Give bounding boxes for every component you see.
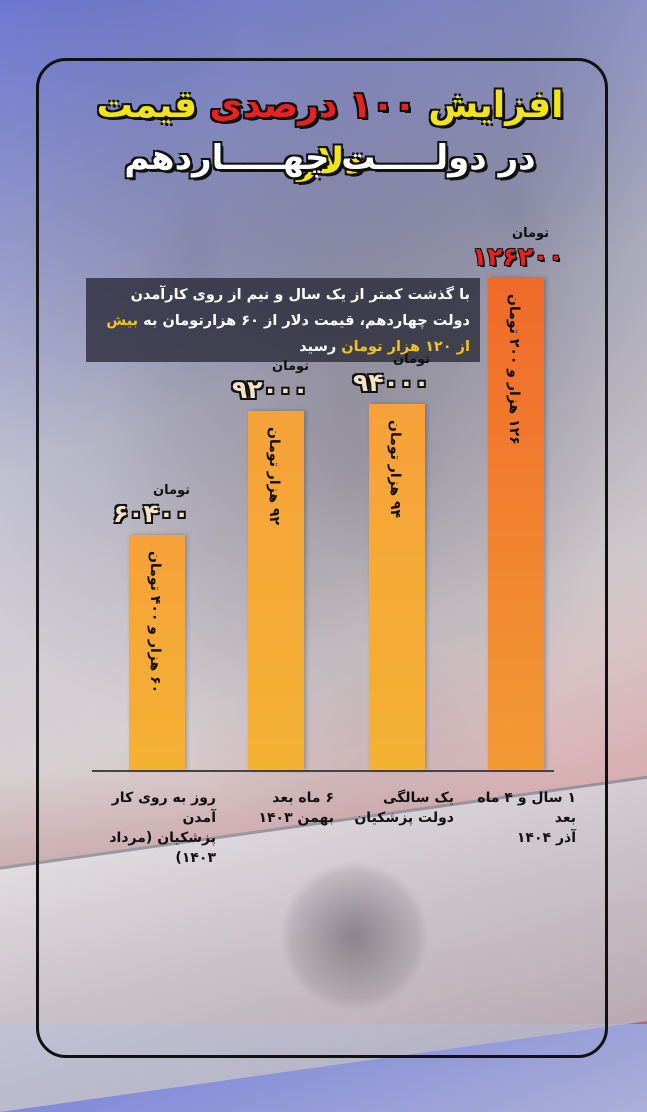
summary-note: با گذشت کمتر از یک سال و نیم از روی کارآ… (86, 278, 480, 362)
x-tick-label: روز به روی کار آمدن پزشکیان (مرداد ۱۴۰۳) (92, 788, 216, 868)
x-tick-label: یک سالگی دولت پزشکیان (330, 788, 454, 828)
x-tick-label-line1: ۱ سال و ۴ ماه بعد (477, 790, 576, 826)
bar-2 (248, 411, 304, 770)
bar-value-unit: تومان (153, 483, 191, 498)
x-tick-label-line2: پزشکیان (مرداد ۱۴۰۳) (109, 830, 216, 866)
bar-1 (129, 535, 185, 770)
summary-highlight: بیش از ۱۲۰ هزار تومان (106, 313, 470, 355)
x-tick-label: ۱ سال و ۴ ماه بعد آذر ۱۴۰۴ (452, 788, 576, 848)
bar-value-number: ۱۲۶۲۰۰ (472, 242, 564, 271)
x-tick-label-line1: روز به روی کار آمدن (111, 790, 216, 826)
bar-value-label: ۹۲ هزار تومان (266, 427, 282, 526)
bar-value-label: ۶۰ هزار و ۴۰۰ تومان (147, 551, 163, 694)
headline: افزایش ۱۰۰ درصدی قیمت دلار (96, 85, 564, 182)
x-tick-label-line1: ۶ ماه بعد (272, 790, 334, 806)
x-tick-label-line2: آذر ۱۴۰۴ (516, 830, 576, 846)
bar-value-unit: تومان (512, 226, 550, 241)
headline-highlight: ۱۰۰ درصدی (209, 85, 416, 126)
bar-value-label: ۹۴ هزار تومان (387, 420, 403, 519)
x-axis-line (92, 770, 554, 772)
bar-value-number: ۹۴۰۰۰ (353, 368, 430, 397)
x-tick-label-line1: یک سالگی (382, 790, 454, 806)
bar-value-number: ۹۲۰۰۰ (232, 375, 309, 404)
x-tick-label-line2: بهمن ۱۴۰۳ (258, 810, 334, 826)
bar-3 (369, 404, 425, 770)
bar-value-label: ۱۲۶ هزار و ۲۰۰ تومان (506, 294, 522, 445)
x-tick-label: ۶ ماه بعد بهمن ۱۴۰۳ (210, 788, 334, 828)
bar-value-number: ۶۰۴۰۰ (113, 499, 190, 528)
bar-value-unit: تومان (393, 352, 431, 367)
x-tick-label-line2: دولت پزشکیان (354, 810, 454, 826)
bar-4 (488, 278, 544, 770)
bar-value-unit: تومان (272, 359, 310, 374)
headline-line2: در دولـــــت چهـــــاردهم (124, 138, 536, 178)
